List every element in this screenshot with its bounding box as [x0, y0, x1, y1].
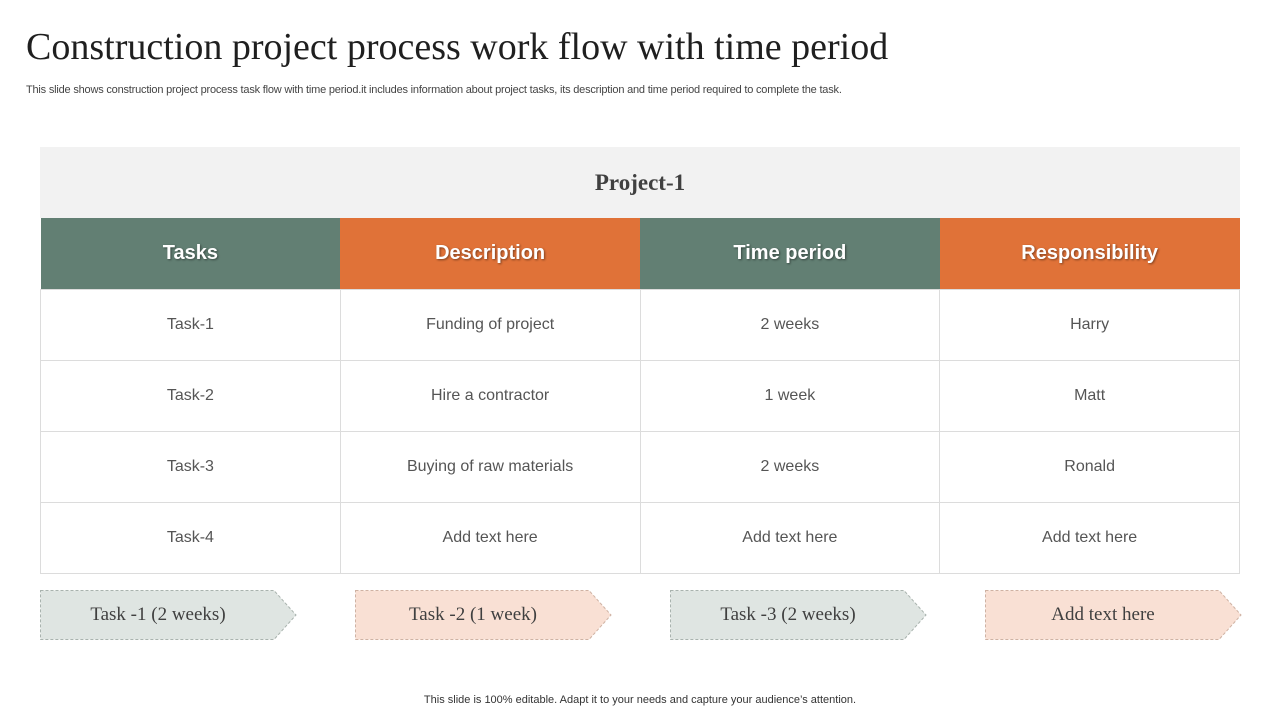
flow-arrow-shape [40, 590, 297, 640]
cell-time-period: Add text here [639, 502, 941, 574]
table-row: Task-4 Add text here Add text here Add t… [40, 502, 1240, 574]
header-description: Description [340, 218, 640, 290]
flow-arrow-label: Task -2 (1 week) [409, 604, 537, 625]
cell-responsibility: Harry [939, 289, 1240, 361]
tasks-table: Tasks Description Time period Responsibi… [40, 218, 1240, 574]
page-subtitle: This slide shows construction project pr… [26, 84, 842, 96]
cell-task: Task-3 [40, 431, 341, 503]
flow-arrow-shape [355, 590, 612, 640]
task-flow: Task -1 (2 weeks) Task -2 (1 week) Task … [0, 590, 1280, 642]
cell-task: Task-4 [40, 502, 341, 574]
cell-description: Add text here [339, 502, 641, 574]
header-responsibility: Responsibility [939, 218, 1240, 290]
project-name: Project-1 [594, 169, 686, 195]
flow-arrow-label: Task -3 (2 weeks) [720, 604, 856, 625]
table-row: Task-2 Hire a contractor 1 week Matt [40, 360, 1240, 432]
footer-note: This slide is 100% editable. Adapt it to… [423, 694, 857, 706]
table-row: Task-1 Funding of project 2 weeks Harry [40, 289, 1240, 361]
cell-time-period: 1 week [639, 360, 941, 432]
table-header-row: Tasks Description Time period Responsibi… [40, 218, 1240, 290]
header-tasks: Tasks [40, 218, 341, 290]
flow-arrow-label: Add text here [1051, 604, 1155, 625]
cell-responsibility: Ronald [939, 431, 1240, 503]
cell-responsibility: Add text here [939, 502, 1240, 574]
cell-time-period: 2 weeks [639, 431, 941, 503]
cell-task: Task-2 [40, 360, 341, 432]
project-header: Project-1 [40, 147, 1240, 218]
cell-task: Task-1 [40, 289, 341, 361]
flow-arrow-task-3: Task -3 (2 weeks) [670, 590, 928, 640]
cell-description: Buying of raw materials [339, 431, 641, 503]
cell-responsibility: Matt [939, 360, 1240, 432]
flow-arrow-task-2: Task -2 (1 week) [355, 590, 613, 640]
cell-description: Hire a contractor [339, 360, 641, 432]
flow-arrow-shape [985, 590, 1242, 640]
header-time-period: Time period [640, 218, 940, 290]
cell-description: Funding of project [339, 289, 641, 361]
flow-arrow-shape [670, 590, 927, 640]
flow-arrow-task-1: Task -1 (2 weeks) [40, 590, 298, 640]
flow-arrow-task-4: Add text here [985, 590, 1243, 640]
cell-time-period: 2 weeks [639, 289, 941, 361]
page-title: Construction project process work flow w… [26, 26, 889, 68]
flow-arrow-label: Task -1 (2 weeks) [90, 604, 226, 625]
table-row: Task-3 Buying of raw materials 2 weeks R… [40, 431, 1240, 503]
